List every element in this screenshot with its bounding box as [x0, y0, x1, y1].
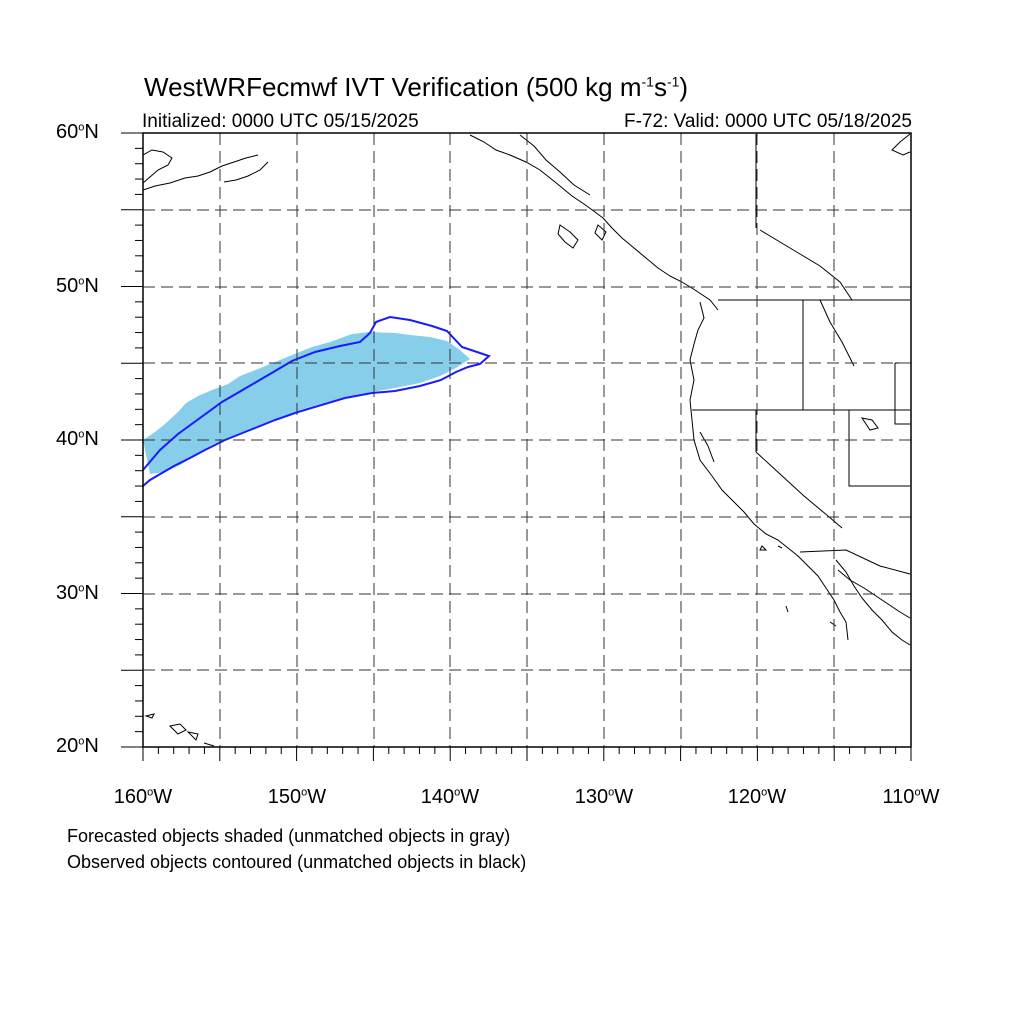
lat-label-50n: 50oN — [56, 275, 99, 297]
lat-label-30n: 30oN — [56, 582, 99, 604]
lon-label-130w: 130oW — [574, 786, 634, 808]
axis-ticks — [121, 132, 912, 761]
footnote-observed: Observed objects contoured (unmatched ob… — [67, 852, 527, 872]
lat-lon-grid — [143, 133, 911, 747]
lon-label-160w: 160oW — [113, 786, 173, 808]
lat-label-40n: 40oN — [56, 428, 99, 450]
lat-label-20n: 20oN — [56, 735, 99, 757]
lon-label-110w: 110oW — [882, 786, 940, 808]
forecast-object-shaded — [143, 332, 470, 474]
footnote-forecast: Forecasted objects shaded (unmatched obj… — [67, 826, 511, 846]
observed-object-contour — [143, 315, 491, 487]
initialized-label: Initialized: 0000 UTC 05/15/2025 — [142, 111, 419, 132]
lon-label-150w: 150oW — [267, 786, 327, 808]
lat-label-60n: 60oN — [56, 121, 99, 143]
valid-time-label: F-72: Valid: 0000 UTC 05/18/2025 — [624, 111, 912, 132]
lon-label-140w: 140oW — [420, 786, 480, 808]
lon-label-120w: 120oW — [727, 786, 787, 808]
map-title: WestWRFecmwf IVT Verification (500 kg m-… — [144, 72, 689, 102]
